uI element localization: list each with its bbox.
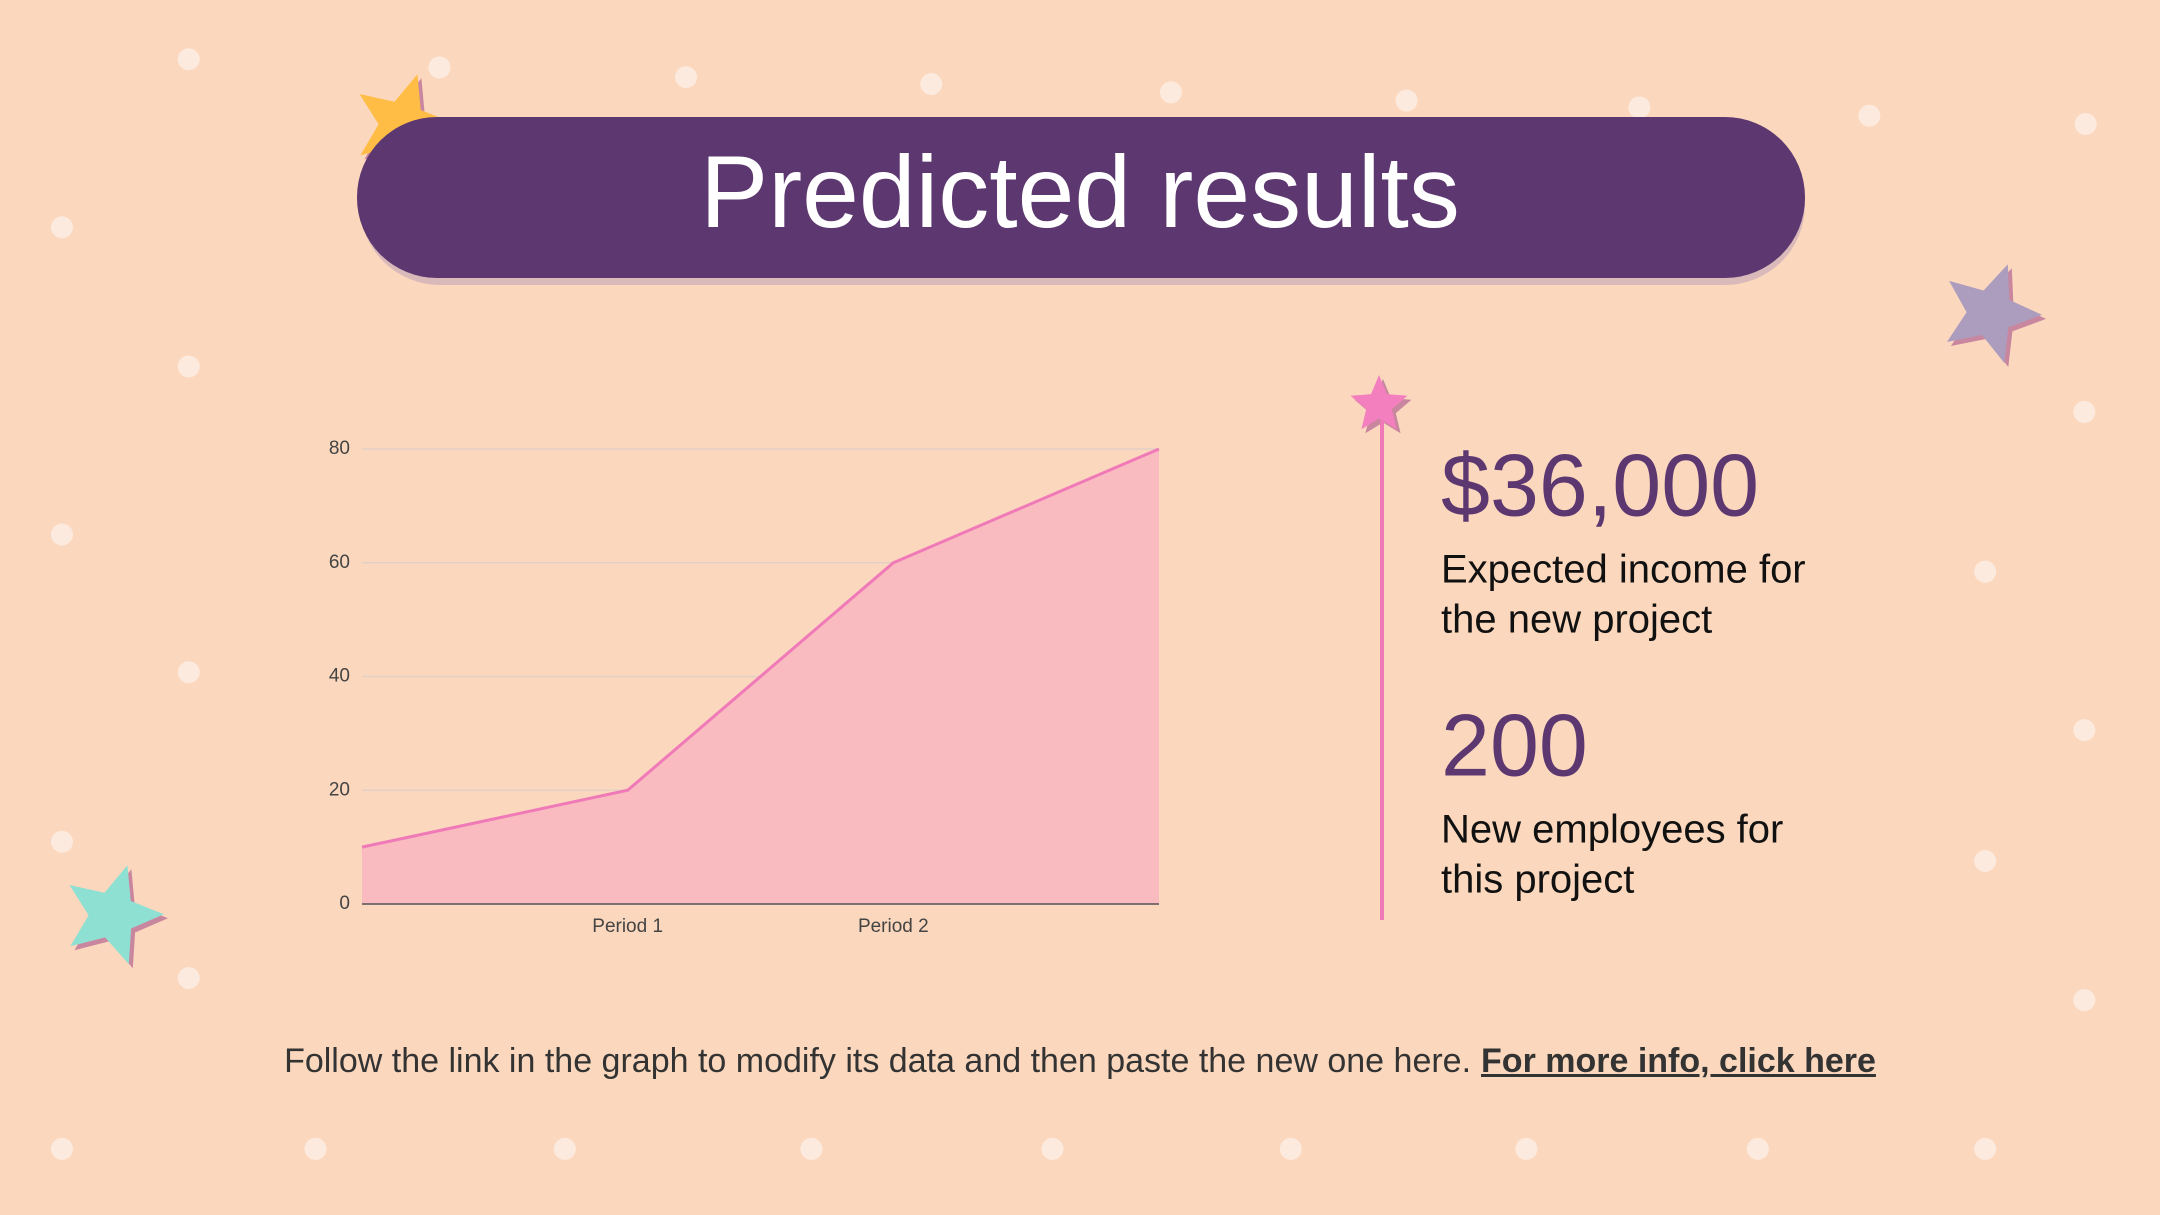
stat-label: Expected income for bbox=[1441, 548, 1806, 592]
dot bbox=[2073, 719, 2096, 742]
dot bbox=[1974, 1137, 1997, 1160]
dot bbox=[1974, 560, 1997, 583]
dot bbox=[177, 661, 200, 684]
dot bbox=[304, 1137, 327, 1160]
y-tick-label: 60 bbox=[329, 552, 350, 573]
dot bbox=[50, 523, 73, 546]
dot bbox=[50, 830, 73, 853]
x-tick-label: Period 1 bbox=[592, 916, 663, 937]
stat-label: New employees for bbox=[1441, 808, 1783, 852]
dot bbox=[1395, 89, 1418, 112]
dot bbox=[1041, 1137, 1064, 1160]
stat-label: this project bbox=[1441, 858, 1634, 902]
dot bbox=[1628, 96, 1651, 119]
star bbox=[1946, 264, 2042, 363]
dot bbox=[2073, 989, 2096, 1012]
line bbox=[361, 447, 1160, 849]
y-tick-label: 20 bbox=[329, 779, 350, 800]
y-tick-label: 40 bbox=[329, 666, 350, 687]
dot bbox=[177, 48, 200, 71]
dot bbox=[675, 66, 698, 89]
dot bbox=[50, 1137, 73, 1160]
x-tick-label: Period 2 bbox=[858, 916, 929, 937]
dot bbox=[1858, 104, 1881, 127]
dot bbox=[2074, 112, 2097, 135]
dot bbox=[1279, 1137, 1302, 1160]
dot bbox=[177, 355, 200, 378]
stat-value: $36,000 bbox=[1441, 435, 1759, 534]
dot bbox=[1746, 1137, 1769, 1160]
y-tick-label: 80 bbox=[329, 438, 350, 459]
footer: Follow the link in the graph to modify i… bbox=[0, 1042, 2160, 1081]
dot bbox=[1515, 1137, 1538, 1160]
dot bbox=[553, 1137, 576, 1160]
stat-value: 200 bbox=[1441, 695, 1588, 794]
dot bbox=[1159, 81, 1182, 104]
dot bbox=[920, 73, 943, 96]
chart: 0 20 40 60 80 Period 1 Period 2 bbox=[329, 438, 1160, 937]
dot bbox=[177, 967, 200, 990]
title-pill bbox=[357, 117, 1805, 278]
dot bbox=[50, 216, 73, 239]
star bbox=[69, 865, 164, 965]
y-tick-label: 0 bbox=[339, 893, 350, 914]
stat-label: the new project bbox=[1441, 598, 1712, 642]
star bbox=[1350, 375, 1408, 430]
dot bbox=[2073, 400, 2096, 423]
info-link[interactable]: For more info, click here bbox=[1481, 1042, 1876, 1080]
title: Predicted results bbox=[700, 135, 1460, 249]
dot bbox=[800, 1137, 823, 1160]
dot bbox=[1974, 850, 1997, 872]
dot bbox=[428, 56, 451, 79]
footer-text: Follow the link in the graph to modify i… bbox=[284, 1042, 1472, 1080]
